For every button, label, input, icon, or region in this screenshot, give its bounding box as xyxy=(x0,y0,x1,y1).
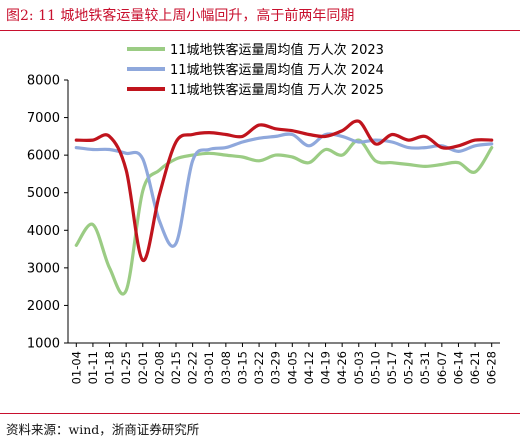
x-tick-label: 06-28 xyxy=(485,351,499,384)
chart-legend: 11城地铁客运量周均值 万人次 2023 11城地铁客运量周均值 万人次 2024… xyxy=(127,42,384,98)
y-tick-label: 4000 xyxy=(27,224,60,239)
x-tick-label: 04-19 xyxy=(319,351,333,384)
x-tick-label: 01-04 xyxy=(69,351,83,384)
x-tick-label: 05-10 xyxy=(368,351,382,384)
x-tick-label: 02-22 xyxy=(186,351,200,384)
y-tick-label: 2000 xyxy=(27,299,60,314)
x-tick-label: 05-31 xyxy=(418,351,432,384)
legend-label-2: 11城地铁客运量周均值 万人次 2024 xyxy=(170,62,384,78)
source-divider xyxy=(0,413,520,414)
legend-label-3: 11城地铁客运量周均值 万人次 2025 xyxy=(170,82,384,98)
title-divider xyxy=(0,30,520,31)
chart-series-layer xyxy=(74,119,494,296)
x-tick-label: 03-29 xyxy=(269,351,283,384)
y-tick-label: 5000 xyxy=(27,186,60,201)
x-tick-label: 03-15 xyxy=(235,351,249,384)
series-line-3 xyxy=(74,119,494,262)
x-tick-label: 03-01 xyxy=(202,351,216,384)
y-tick-label: 3000 xyxy=(27,261,60,276)
x-tick-label: 03-22 xyxy=(252,351,266,384)
source-note: 资料来源：wind，浙商证券研究所 xyxy=(6,422,200,437)
series-line-2 xyxy=(74,132,494,248)
x-tick-label: 01-25 xyxy=(119,351,133,384)
x-tick-label: 05-17 xyxy=(385,351,399,384)
y-tick-label: 8000 xyxy=(27,74,60,89)
series-line-1 xyxy=(74,138,494,296)
x-tick-label: 01-18 xyxy=(103,351,117,384)
legend-label-1: 11城地铁客运量周均值 万人次 2023 xyxy=(170,42,384,58)
x-tick-label: 06-14 xyxy=(451,351,465,384)
x-tick-label: 06-21 xyxy=(468,351,482,384)
x-tick-label: 05-24 xyxy=(402,351,416,384)
y-tick-label: 7000 xyxy=(27,111,60,126)
x-tick-label: 02-08 xyxy=(152,351,166,384)
x-tick-label: 04-05 xyxy=(285,351,299,384)
x-tick-label: 04-12 xyxy=(302,351,316,384)
y-tick-label: 1000 xyxy=(27,337,60,352)
x-tick-label: 03-08 xyxy=(219,351,233,384)
x-tick-label: 02-01 xyxy=(136,351,150,384)
x-tick-label: 04-26 xyxy=(335,351,349,384)
x-tick-label: 02-15 xyxy=(169,351,183,384)
x-tick-label: 06-07 xyxy=(435,351,449,384)
x-tick-label: 05-03 xyxy=(352,351,366,384)
x-tick-label: 01-11 xyxy=(86,351,100,384)
y-tick-label: 6000 xyxy=(27,149,60,164)
figure-title: 图2: 11 城地铁客运量较上周小幅回升，高于前两年同期 xyxy=(6,8,355,24)
